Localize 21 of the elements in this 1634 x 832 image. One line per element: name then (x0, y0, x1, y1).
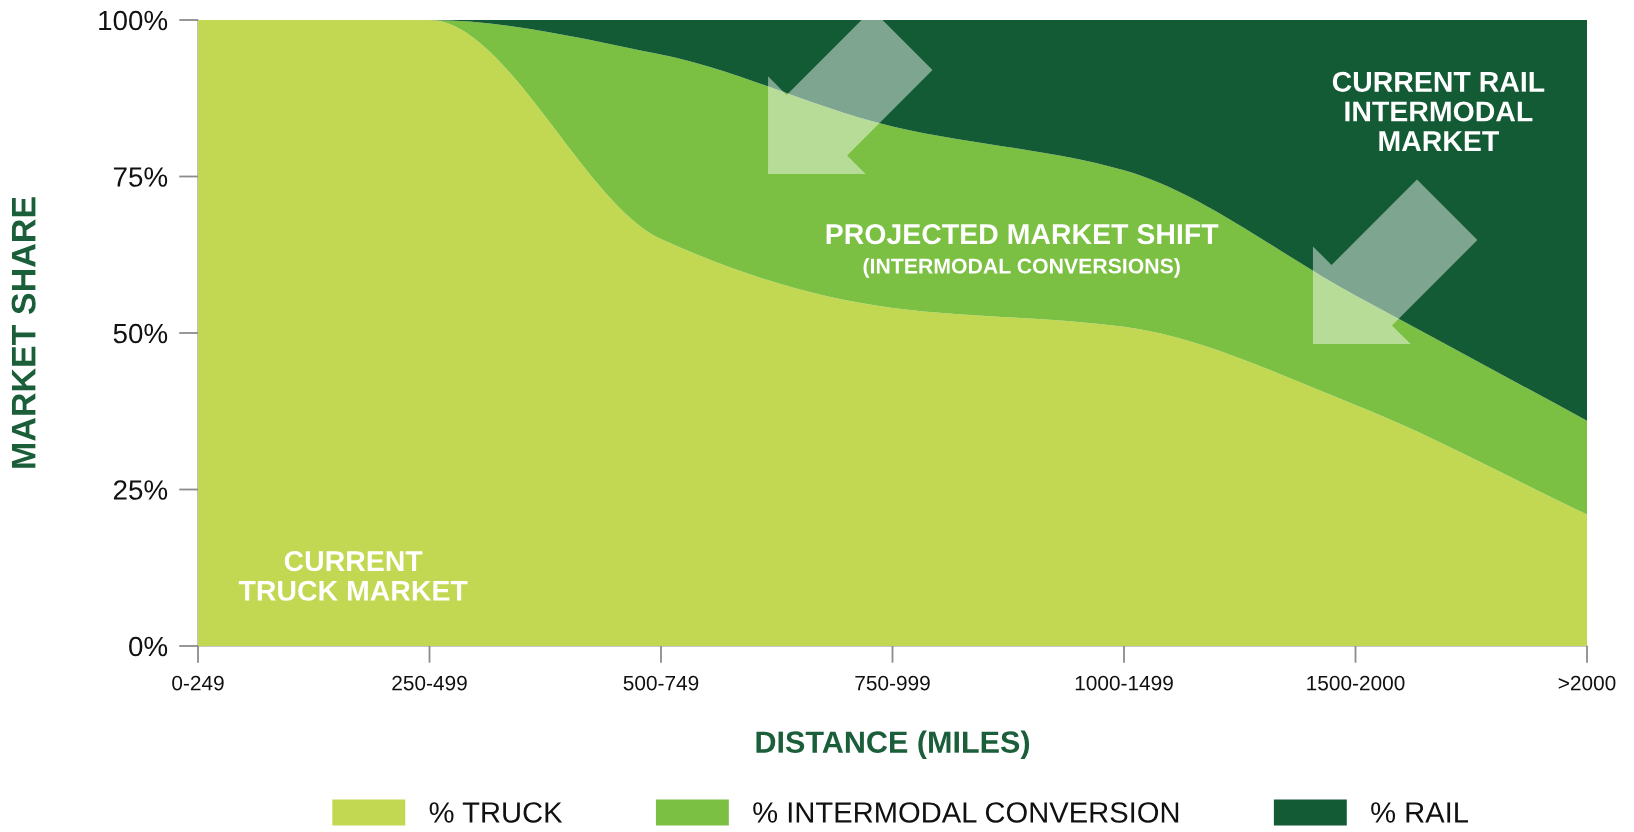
y-tick-label: 75% (113, 167, 168, 187)
x-tick-label: 0-249 (172, 675, 224, 691)
legend-label: % INTERMODAL CONVERSION (753, 802, 1179, 823)
y-axis-title: MARKET SHARE (11, 197, 36, 468)
x-tick-label: 1000-1499 (1075, 675, 1173, 691)
x-axis-title: DISTANCE (MILES) (756, 730, 1030, 759)
legend-label: % RAIL (1371, 802, 1469, 823)
x-tick-label: 250-499 (392, 675, 467, 691)
y-tick-label: 25% (113, 480, 168, 500)
annotation: (INTERMODAL CONVERSIONS) (863, 257, 1180, 278)
annotation: PROJECTED MARKET SHIFT (826, 224, 1219, 245)
x-tick-label: >2000 (1558, 675, 1616, 691)
legend-label: % TRUCK (429, 802, 563, 823)
x-tick-label: 750-999 (855, 675, 930, 691)
y-tick-label: 0% (129, 636, 168, 657)
y-tick-label: 50% (113, 323, 168, 344)
x-tick-label: 500-749 (623, 675, 699, 691)
y-tick-label: 100% (99, 10, 168, 31)
annotation: CURRENT RAIL INTERMODAL MARKET (1332, 71, 1545, 151)
x-tick-label: 1500-2000 (1307, 675, 1405, 691)
annotation: CURRENT TRUCK MARKET (238, 551, 468, 601)
